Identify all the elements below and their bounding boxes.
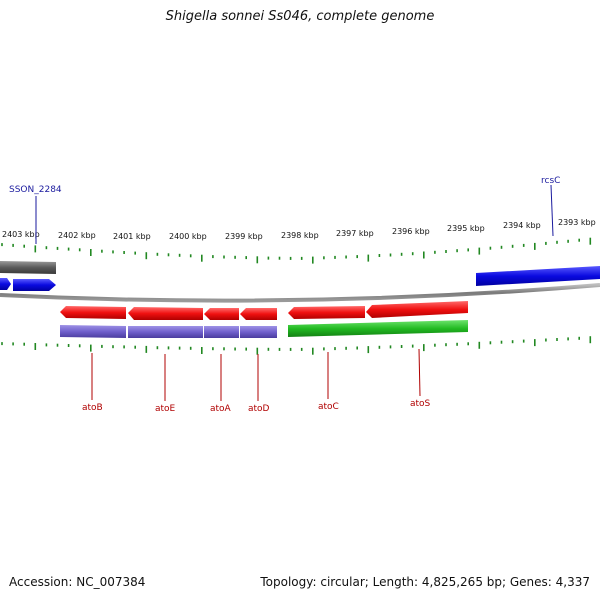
- gene-label-rcsc[interactable]: rcsC: [541, 176, 560, 237]
- gene-label-sson-2284[interactable]: SSON_2284: [9, 185, 62, 244]
- gene-label-atos[interactable]: atoS: [410, 348, 431, 409]
- tick-label-2401: 2401 kbp: [113, 232, 151, 241]
- gene-label-text: SSON_2284: [9, 185, 62, 195]
- genome-backbone: [0, 283, 600, 303]
- cog-bar-atoe[interactable]: [128, 326, 203, 338]
- tick-label-2396: 2396 kbp: [392, 227, 430, 236]
- scale-tick-labels: 2403 kbp 2402 kbp 2401 kbp 2400 kbp 2399…: [2, 218, 596, 241]
- gene-reverse-atob[interactable]: [60, 306, 126, 319]
- tick-label-2400: 2400 kbp: [169, 232, 207, 241]
- gene-label-atod[interactable]: atoD: [248, 354, 270, 414]
- tick-label-2393: 2393 kbp: [558, 218, 596, 227]
- gene-reverse-atos[interactable]: [366, 301, 468, 318]
- tick-label-2399: 2399 kbp: [225, 232, 263, 241]
- gene-reverse-atoa[interactable]: [204, 308, 239, 320]
- tick-label-2397: 2397 kbp: [336, 229, 374, 238]
- page-title: Shigella sonnei Ss046, complete genome: [165, 9, 435, 24]
- gene-label-atob[interactable]: atoB: [82, 353, 103, 413]
- accession-text: Accession: NC_007384: [9, 575, 146, 589]
- gene-forward-left-2[interactable]: [13, 279, 56, 291]
- inner-scale-ticks: [1, 336, 592, 355]
- gene-label-atoa[interactable]: atoA: [210, 354, 232, 414]
- gene-reverse-atoe[interactable]: [128, 307, 203, 320]
- cog-bar-atoc-atos[interactable]: [288, 320, 468, 337]
- tick-label-2395: 2395 kbp: [447, 224, 485, 233]
- tick-label-2394: 2394 kbp: [503, 221, 541, 230]
- gene-label-atoe[interactable]: atoE: [155, 354, 176, 414]
- gene-forward-left-1[interactable]: [0, 278, 11, 290]
- gene-label-text: atoC: [318, 402, 339, 412]
- gene-label-text: atoD: [248, 404, 270, 414]
- gene-label-text: atoB: [82, 403, 103, 413]
- outer-scale-ticks: [1, 237, 592, 264]
- gene-label-atoc[interactable]: atoC: [318, 352, 339, 412]
- cog-bar-atob[interactable]: [60, 325, 126, 338]
- gene-reverse-atoc[interactable]: [288, 306, 365, 319]
- cog-bar-atoa[interactable]: [204, 326, 239, 338]
- cog-bar-atod[interactable]: [240, 326, 277, 338]
- gene-label-text: atoE: [155, 404, 176, 414]
- gene-label-text: atoS: [410, 399, 431, 409]
- cog-bar-gray[interactable]: [0, 261, 56, 274]
- tick-label-2402: 2402 kbp: [58, 231, 96, 240]
- gene-label-text: atoA: [210, 404, 232, 414]
- gene-forward-rcsc[interactable]: [476, 266, 600, 286]
- tick-label-2398: 2398 kbp: [281, 231, 319, 240]
- gene-reverse-atod[interactable]: [240, 308, 277, 320]
- gene-label-text: rcsC: [541, 176, 560, 186]
- genome-summary-text: Topology: circular; Length: 4,825,265 bp…: [260, 575, 590, 589]
- tick-label-2403: 2403 kbp: [2, 230, 40, 239]
